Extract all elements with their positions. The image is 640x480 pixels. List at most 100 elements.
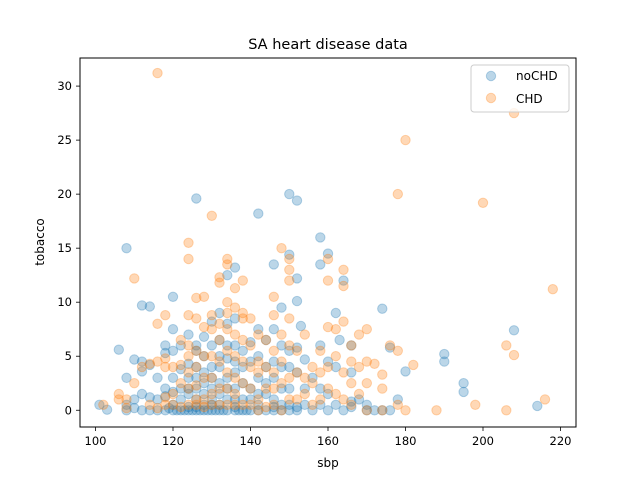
point-chd: [98, 399, 109, 410]
point-chd: [222, 307, 233, 319]
point-nochd: [268, 324, 279, 335]
point-nochd: [260, 334, 272, 346]
point-chd: [353, 361, 365, 373]
point-nochd: [322, 356, 334, 367]
point-chd: [206, 372, 218, 383]
point-nochd: [121, 399, 132, 410]
point-chd: [338, 280, 349, 292]
point-nochd: [245, 394, 256, 405]
point-nochd: [222, 270, 233, 281]
point-nochd: [291, 295, 303, 307]
point-nochd: [206, 383, 218, 394]
point-nochd: [377, 303, 388, 314]
y-tick-label: 0: [65, 403, 72, 417]
point-nochd: [458, 386, 469, 398]
point-chd: [136, 361, 148, 373]
point-chd: [175, 378, 187, 389]
point-nochd: [245, 383, 256, 394]
point-nochd: [198, 331, 210, 342]
point-chd: [392, 188, 403, 200]
point-chd: [307, 361, 318, 373]
point-nochd: [183, 329, 194, 340]
point-nochd: [315, 399, 326, 410]
point-chd: [260, 361, 272, 373]
point-nochd: [268, 401, 279, 413]
point-nochd: [392, 394, 403, 405]
point-nochd: [276, 302, 287, 313]
point-nochd: [152, 405, 163, 416]
point-chd: [346, 356, 357, 367]
point-nochd: [198, 388, 210, 400]
point-chd: [229, 283, 241, 294]
point-nochd: [458, 378, 469, 389]
point-nochd: [291, 342, 303, 353]
point-nochd: [218, 405, 229, 416]
point-nochd: [191, 394, 202, 405]
point-chd: [206, 351, 218, 362]
point-chd: [191, 313, 202, 324]
point-nochd: [198, 405, 210, 416]
point-nochd: [206, 340, 218, 351]
point-chd: [113, 394, 125, 405]
point-chd: [222, 324, 233, 335]
point-nochd: [94, 399, 105, 410]
point-chd: [237, 275, 249, 286]
point-nochd: [245, 405, 256, 416]
point-chd: [361, 378, 372, 389]
point-nochd: [291, 401, 303, 413]
point-nochd: [214, 388, 225, 400]
y-tick-label: 25: [57, 133, 72, 147]
point-nochd: [237, 345, 249, 356]
point-chd: [214, 318, 225, 329]
point-nochd: [330, 307, 341, 319]
point-chd: [346, 378, 357, 389]
point-chd: [191, 394, 202, 405]
point-nochd: [315, 259, 326, 270]
point-chd: [183, 310, 194, 321]
y-ticks: 0 5 10 15 20 25 30: [57, 79, 80, 417]
point-nochd: [129, 354, 140, 365]
point-chd: [175, 359, 187, 371]
point-chd: [315, 394, 326, 405]
point-chd: [237, 307, 249, 319]
point-nochd: [334, 334, 345, 346]
point-chd: [214, 383, 225, 394]
point-nochd: [291, 367, 303, 378]
point-chd: [322, 253, 334, 265]
point-nochd: [175, 383, 187, 394]
x-tick-label: 120: [162, 434, 184, 448]
point-chd: [268, 383, 279, 394]
point-nochd: [136, 356, 148, 367]
point-chd: [167, 361, 179, 373]
point-chd: [330, 388, 341, 400]
point-nochd: [191, 405, 202, 416]
point-chd: [276, 329, 287, 340]
point-nochd: [245, 356, 256, 367]
point-nochd: [338, 275, 349, 286]
point-nochd: [276, 405, 287, 416]
point-nochd: [268, 405, 279, 416]
point-chd: [299, 329, 310, 340]
point-nochd: [214, 405, 225, 416]
point-nochd: [299, 399, 310, 410]
point-nochd: [253, 372, 264, 383]
point-nochd: [315, 340, 326, 351]
point-nochd: [229, 405, 241, 416]
point-chd: [229, 329, 241, 340]
point-nochd: [214, 334, 225, 346]
point-chd: [338, 264, 349, 275]
point-nochd: [229, 340, 241, 351]
point-nochd: [361, 399, 372, 410]
point-nochd: [175, 394, 187, 405]
point-nochd: [171, 405, 183, 416]
point-chd: [214, 277, 225, 288]
point-chd: [392, 345, 403, 356]
point-nochd: [183, 405, 194, 416]
point-chd: [229, 399, 241, 410]
point-chd: [229, 302, 241, 313]
point-chd: [222, 367, 233, 378]
point-chd: [322, 383, 334, 394]
point-chd: [501, 405, 512, 416]
point-nochd: [129, 402, 140, 414]
points-layer: [94, 67, 558, 416]
